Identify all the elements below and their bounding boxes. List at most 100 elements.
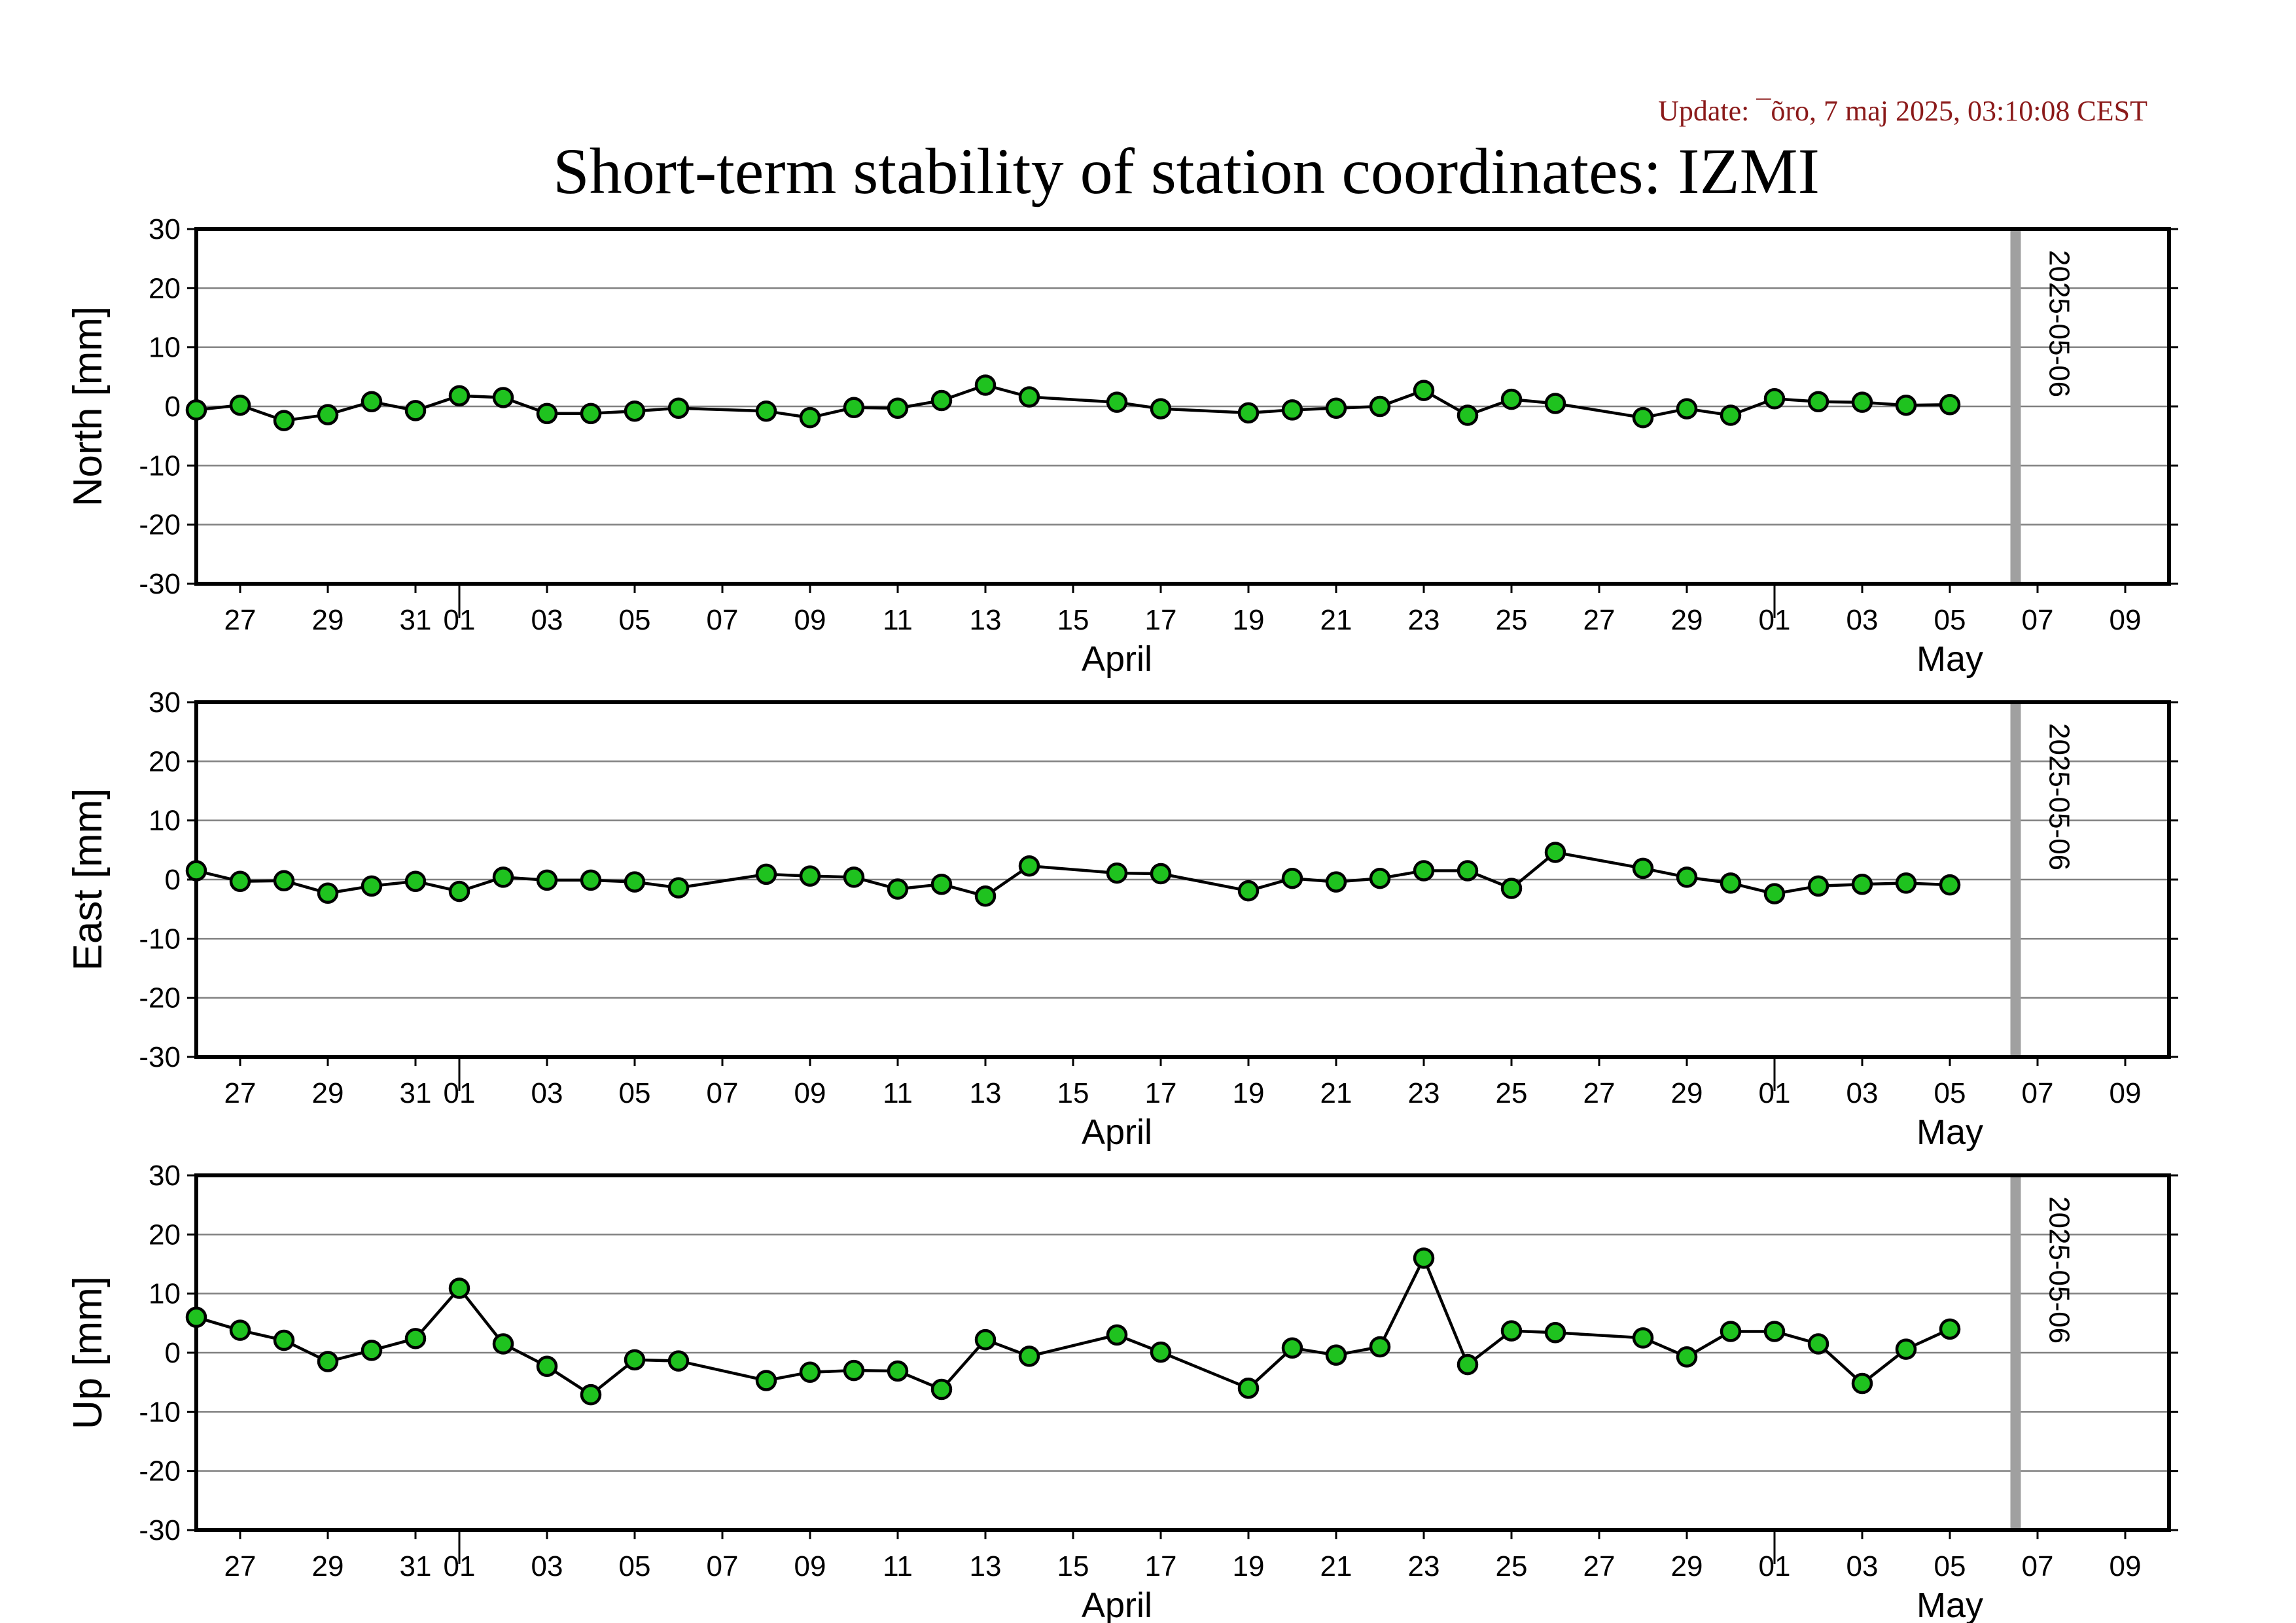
data-point [1763,1321,1786,1342]
y-tick-label: 10 [149,332,181,364]
data-point [536,1355,558,1378]
data-point [1939,1318,1961,1340]
x-tick-label: 15 [1057,604,1089,636]
x-tick-label: 23 [1408,604,1440,636]
data-point [755,863,777,885]
x-tick-label: 09 [794,1550,826,1582]
chart-title: Short-term stability of station coordina… [553,135,1820,207]
data-point [1807,391,1829,413]
y-tick-label: -20 [139,509,181,541]
x-tick-label: 09 [2110,1077,2142,1109]
data-point [1676,398,1698,419]
data-point [1544,1322,1566,1344]
data-point [1676,866,1698,888]
month-label: May [1916,1113,1983,1152]
data-point [799,865,821,887]
data-point [229,1319,251,1341]
data-point [1807,1333,1829,1355]
data-point [1413,1247,1435,1269]
data-point [667,1350,690,1372]
y-tick-label: 0 [165,391,181,423]
data-point [887,1360,909,1382]
y-tick-label: -20 [139,1455,181,1488]
data-point [536,869,558,891]
data-point [1281,867,1303,889]
x-tick-label: 15 [1057,1077,1089,1109]
x-tick-label: 05 [1934,604,1966,636]
panel-2: 30 20 10 0 -10 -20 -30 Up [mm] 2025-05-06 27 29 31 0… [65,1160,2178,1623]
x-tick-label: 25 [1496,1077,1528,1109]
x-tick-label: 25 [1496,604,1528,636]
data-point [1720,404,1742,426]
data-point [1413,860,1435,882]
x-tick-label: 17 [1145,1550,1177,1582]
data-point [930,389,953,412]
data-point [580,869,602,891]
y-tick-label: 10 [149,1278,181,1310]
data-point [273,870,295,892]
y-axis-label: North [mm] [65,306,111,507]
data-point [624,400,646,422]
data-point [1632,857,1654,880]
x-tick-label: 03 [531,604,563,636]
x-tick-label: 21 [1320,1077,1352,1109]
data-point [624,1349,646,1371]
x-tick-label: 27 [224,1550,256,1582]
y-tick-label: -10 [139,1396,181,1428]
data-point [580,1383,602,1406]
month-label: May [1916,1586,1983,1623]
data-point [1895,872,1917,894]
data-point [448,385,470,406]
data-point [1106,391,1128,413]
month-label: April [1082,639,1152,679]
x-tick-label: 29 [1671,1077,1703,1109]
current-day-label: 2025-05-06 [2043,250,2075,397]
x-tick-label: 07 [707,1077,739,1109]
data-point [1237,880,1260,902]
data-point [492,1333,514,1355]
data-point [1500,388,1523,410]
x-tick-label: 21 [1320,1550,1352,1582]
data-point [1807,875,1829,897]
plot-frame [194,1173,2171,1532]
data-point [1237,402,1260,424]
data-point [1895,394,1917,416]
x-tick-label: 23 [1408,1550,1440,1582]
data-point [1939,874,1961,896]
data-point [1325,397,1347,419]
x-tick-label: 11 [883,1077,913,1109]
panel-0: 30 20 10 0 -10 -20 -30 North [mm] 2025-05-06 27 29… [65,213,2178,679]
data-point [799,406,821,429]
data-point [1763,883,1786,904]
data-point [361,875,383,897]
data-point [930,873,953,895]
x-tick-label: 31 [400,1550,432,1582]
x-tick-label: 27 [1583,604,1616,636]
x-tick-label: 03 [1846,1550,1879,1582]
data-point [1106,1324,1128,1346]
data-point [755,1370,777,1391]
x-tick-label: 19 [1233,604,1265,636]
data-point [404,1328,427,1349]
x-tick-label: 03 [531,1077,563,1109]
x-tick-label: 09 [794,604,826,636]
data-point [1325,1344,1347,1366]
x-tick-label: 27 [224,604,256,636]
x-tick-label: 29 [1671,1550,1703,1582]
data-point [843,397,865,419]
data-point [624,871,646,893]
y-tick-label: -10 [139,923,181,955]
data-point [667,877,690,899]
y-tick-label: 10 [149,805,181,837]
y-tick-label: 30 [149,1160,181,1192]
x-tick-label: 07 [707,604,739,636]
y-tick-label: 0 [165,864,181,896]
y-tick-label: -30 [139,1514,181,1546]
data-point [229,394,251,416]
x-tick-label: 29 [1671,604,1703,636]
data-point [843,1359,865,1382]
y-tick-label: 0 [165,1337,181,1369]
x-tick-label: 27 [1583,1077,1616,1109]
data-point [887,878,909,900]
data-point [755,400,777,422]
